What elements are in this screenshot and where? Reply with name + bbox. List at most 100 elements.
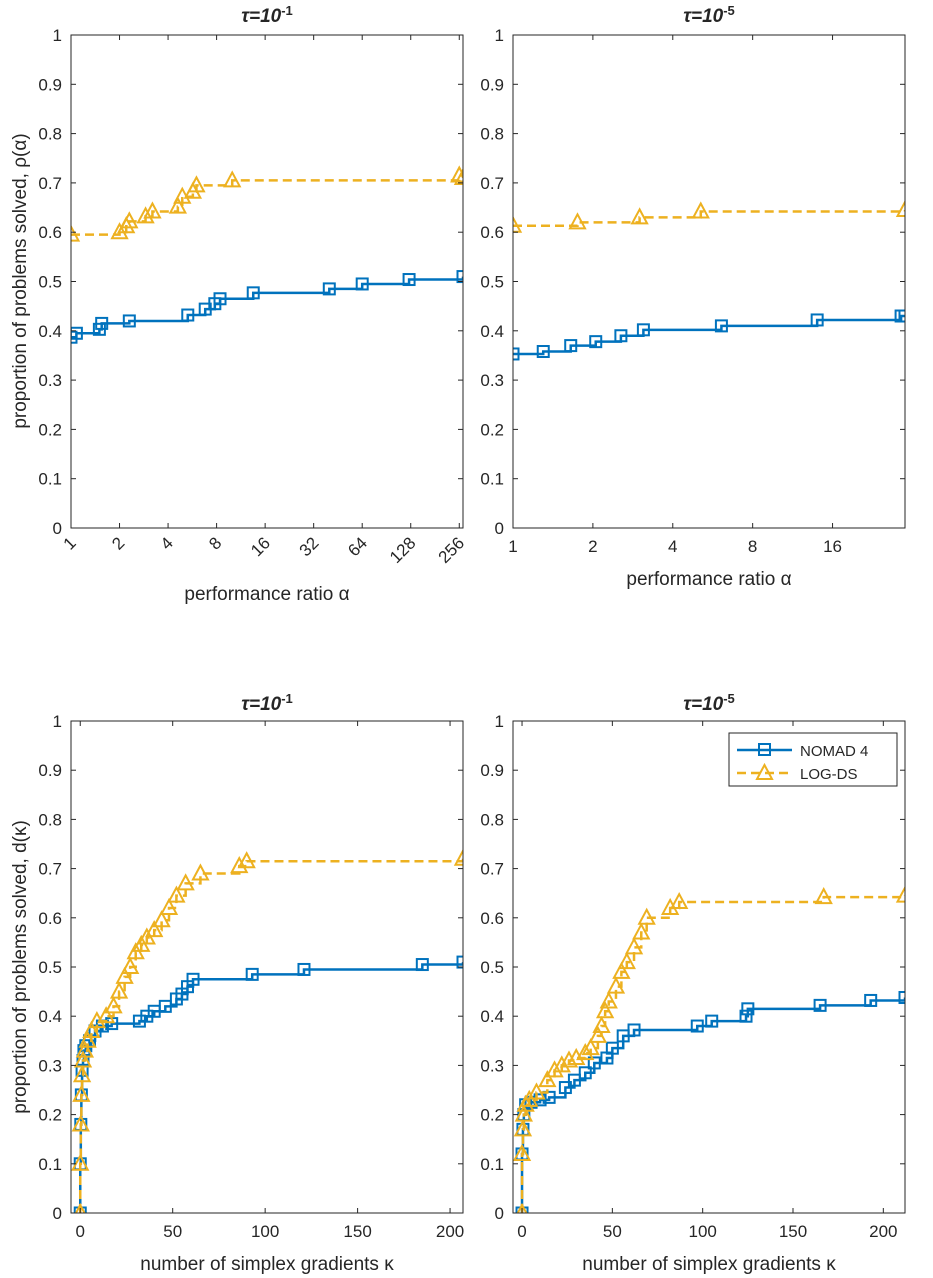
data-point [115,966,134,984]
data-point [552,1055,571,1073]
x-tick-label: 200 [436,1222,464,1241]
data-point [567,1073,581,1087]
legend-logds-marker [755,762,774,780]
data-point [660,897,680,915]
series-line [71,174,463,236]
data-point [636,323,650,337]
y-tick-label: 0.4 [38,322,62,341]
data-point [72,1065,92,1083]
plot-area [513,35,905,528]
data-point [245,967,259,981]
data-point [109,981,129,999]
x-tick-label: 16 [823,537,842,556]
y-tick-label: 0.6 [480,909,504,928]
x-tick-label: 4 [157,533,177,553]
data-point [810,313,824,327]
data-point [627,1023,641,1037]
data-point [527,1082,546,1100]
data-point [73,1050,93,1068]
data-point [714,319,728,333]
y-tick-label: 0.2 [38,420,62,439]
y-tick-label: 0.8 [38,125,62,144]
x-tick-label: 128 [386,533,419,566]
data-point [558,1081,572,1095]
y-tick-label: 0.2 [480,420,504,439]
data-point [513,1119,533,1137]
data-point [741,1002,755,1016]
panel-data-tau-5: τ=10-5 number of simplex gradients κ 0 0.… [480,691,906,1275]
x-tick-label: 1 [60,533,80,553]
series-logds [513,885,905,1213]
y-tick-label: 0 [53,1204,62,1223]
data-point [587,1056,601,1070]
y-tick-label: 0.4 [38,1007,62,1026]
y-tick-label: 0 [53,519,62,538]
legend: NOMAD 4 LOG-DS [728,732,898,787]
data-point [402,273,416,287]
y-tick-label: 0.1 [480,470,504,489]
y-tick-label: 0.9 [38,75,62,94]
title-prefix: τ=10 [241,6,281,27]
y-tick-label: 0.5 [38,273,62,292]
y-tick-label: 0.9 [480,761,504,780]
y-tick-label: 1 [495,26,504,45]
data-point [516,1202,528,1213]
y-tick-label: 0.4 [480,1007,504,1026]
data-point [213,292,227,306]
data-point [895,199,905,218]
data-point [223,170,242,188]
y-tick-label: 0 [495,1204,504,1223]
legend-logds-label: LOG-DS [800,766,858,783]
data-point [581,1038,600,1056]
x-axis-label: performance ratio α [184,584,349,605]
panel-data-tau-1: τ=10-1 proportion of problems solved, d(… [10,691,464,1275]
data-point [176,873,195,891]
y-tick-label: 0.1 [38,1155,62,1174]
y-tick-label: 0.7 [38,174,62,193]
title-prefix: τ=10 [683,6,723,27]
data-point [814,887,833,905]
data-point [589,335,603,349]
data-point [75,1040,95,1058]
data-point [624,937,644,955]
title-prefix: τ=10 [683,694,723,715]
data-point [72,1084,91,1102]
data-point [453,167,463,185]
data-point [297,962,311,976]
data-point [864,993,878,1007]
data-point [670,891,689,910]
data-point [605,1041,619,1055]
data-point [895,885,905,903]
data-point [595,1001,615,1019]
data-point [637,907,656,925]
x-tick-label: 32 [296,533,323,560]
y-tick-label: 0.2 [480,1106,504,1125]
data-point [450,165,463,183]
title: τ=10-1 [241,3,293,27]
y-tick-label: 1 [495,712,504,731]
legend-nomad-label: NOMAD 4 [800,743,868,760]
x-tick-label: 16 [247,533,274,560]
x-tick-label: 0 [517,1222,526,1241]
data-point [576,1042,595,1061]
y-tick-label: 0.1 [38,470,62,489]
data-point [110,222,129,240]
y-tick-label: 0.2 [38,1106,62,1125]
x-tick-label: 64 [344,533,371,560]
plot-area [513,721,905,1213]
title-exponent: -5 [723,3,735,18]
y-tick-label: 1 [53,26,62,45]
y-tick-label: 0.6 [480,223,504,242]
data-point [71,224,81,242]
x-tick-label: 50 [163,1222,182,1241]
x-axis-label: performance ratio α [626,569,791,590]
data-point [415,958,429,972]
x-tick-label: 2 [108,533,128,553]
x-tick-label: 4 [668,537,677,556]
x-tick-label: 1 [508,537,517,556]
x-tick-label: 0 [76,1222,85,1241]
data-point [578,1066,592,1080]
data-point [322,282,336,296]
title-exponent: -5 [723,691,735,706]
data-point [739,1009,753,1023]
